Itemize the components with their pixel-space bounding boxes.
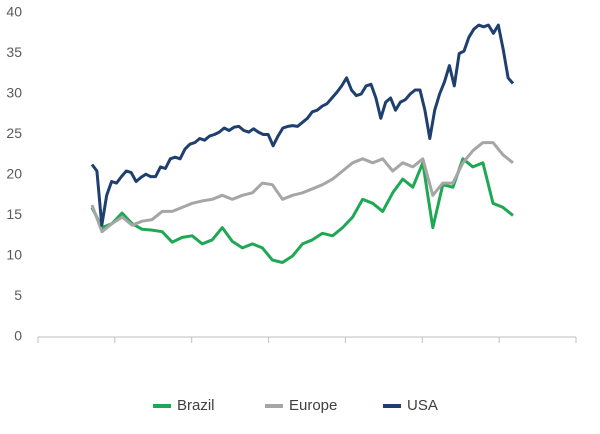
y-tick-label: 20 — [6, 166, 22, 182]
legend-label: USA — [407, 397, 438, 414]
y-tick-label: 5 — [14, 287, 22, 303]
legend: Brazil Europe USA — [153, 397, 438, 414]
y-tick-label: 40 — [6, 4, 22, 20]
y-tick-label: 10 — [6, 247, 22, 263]
legend-label: Europe — [289, 397, 337, 414]
y-tick-label: 0 — [14, 328, 22, 344]
line-series — [90, 23, 515, 227]
y-tick-label: 15 — [6, 206, 22, 222]
y-tick-label: 35 — [6, 44, 22, 60]
legend-label: Brazil — [177, 397, 215, 414]
y-tick-label: 30 — [6, 85, 22, 101]
y-tick-label: 25 — [6, 125, 22, 141]
line-series — [90, 141, 514, 234]
